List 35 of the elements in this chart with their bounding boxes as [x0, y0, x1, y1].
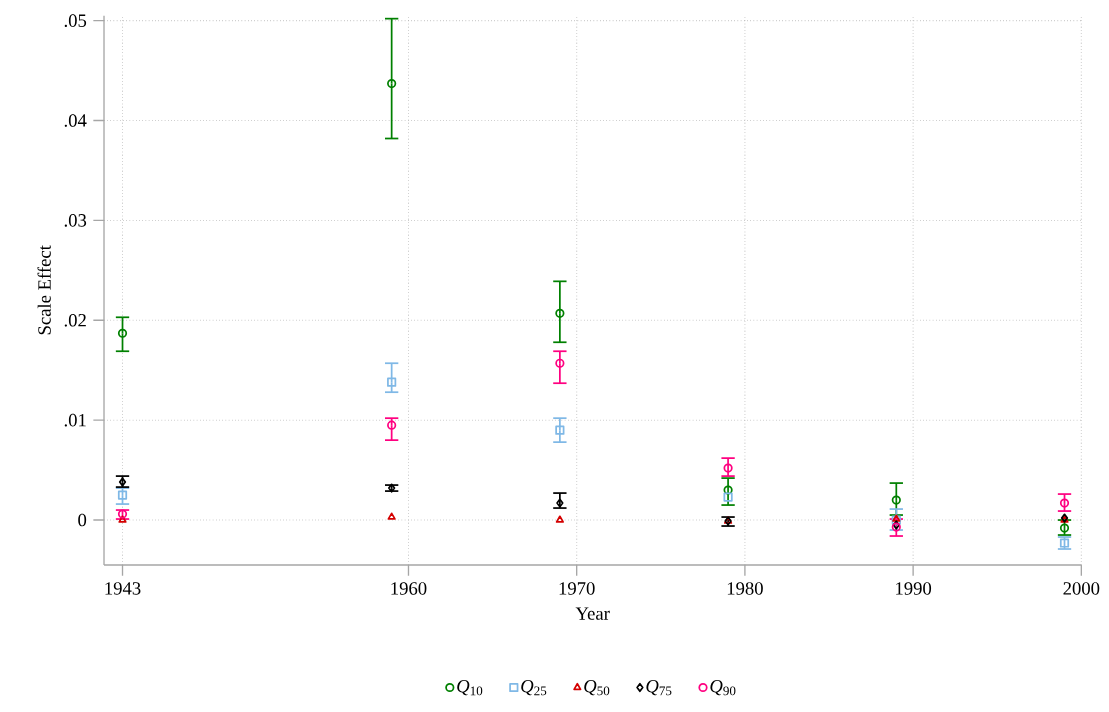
point: [1059, 538, 1070, 548]
point: [555, 425, 565, 435]
point: [387, 377, 397, 387]
x-tick-label: 1980: [727, 582, 763, 595]
y-tick-label: 0: [78, 513, 87, 527]
x-tick-label: 1943: [105, 582, 141, 595]
point: [387, 78, 397, 89]
legend-label: Q$_{25}$: [521, 679, 547, 696]
y-tick-label: .05: [64, 14, 87, 27]
x-tick-label: 1970: [559, 582, 595, 595]
y-tick-label: .01: [64, 413, 86, 427]
y-tick-label: .03: [64, 214, 87, 227]
point: [891, 495, 901, 505]
point: [555, 515, 564, 523]
point: [387, 483, 396, 493]
x-tick-label: 1960: [391, 582, 427, 595]
point: [723, 492, 733, 502]
point: [555, 308, 565, 318]
x-tick-label: 2000: [1063, 582, 1100, 595]
point: [1059, 523, 1070, 533]
y-tick-label: .04: [64, 114, 87, 127]
legend-label: Q$_{75}$: [646, 679, 672, 696]
point: [1059, 498, 1070, 508]
y-axis-title: Scale Effect: [37, 245, 51, 335]
x-axis-title: Year: [575, 607, 610, 620]
legend-label: Q$_{50}$: [584, 679, 610, 696]
legend-label: Q$_{90}$: [710, 679, 736, 696]
y-tick-label: .02: [64, 313, 86, 327]
legend-label: Q$_{10}$: [457, 679, 483, 696]
point: [723, 485, 733, 495]
x-tick-label: 1990: [896, 582, 932, 595]
point: [387, 512, 396, 520]
point: [555, 358, 565, 368]
point: [723, 463, 733, 473]
point: [118, 477, 127, 487]
